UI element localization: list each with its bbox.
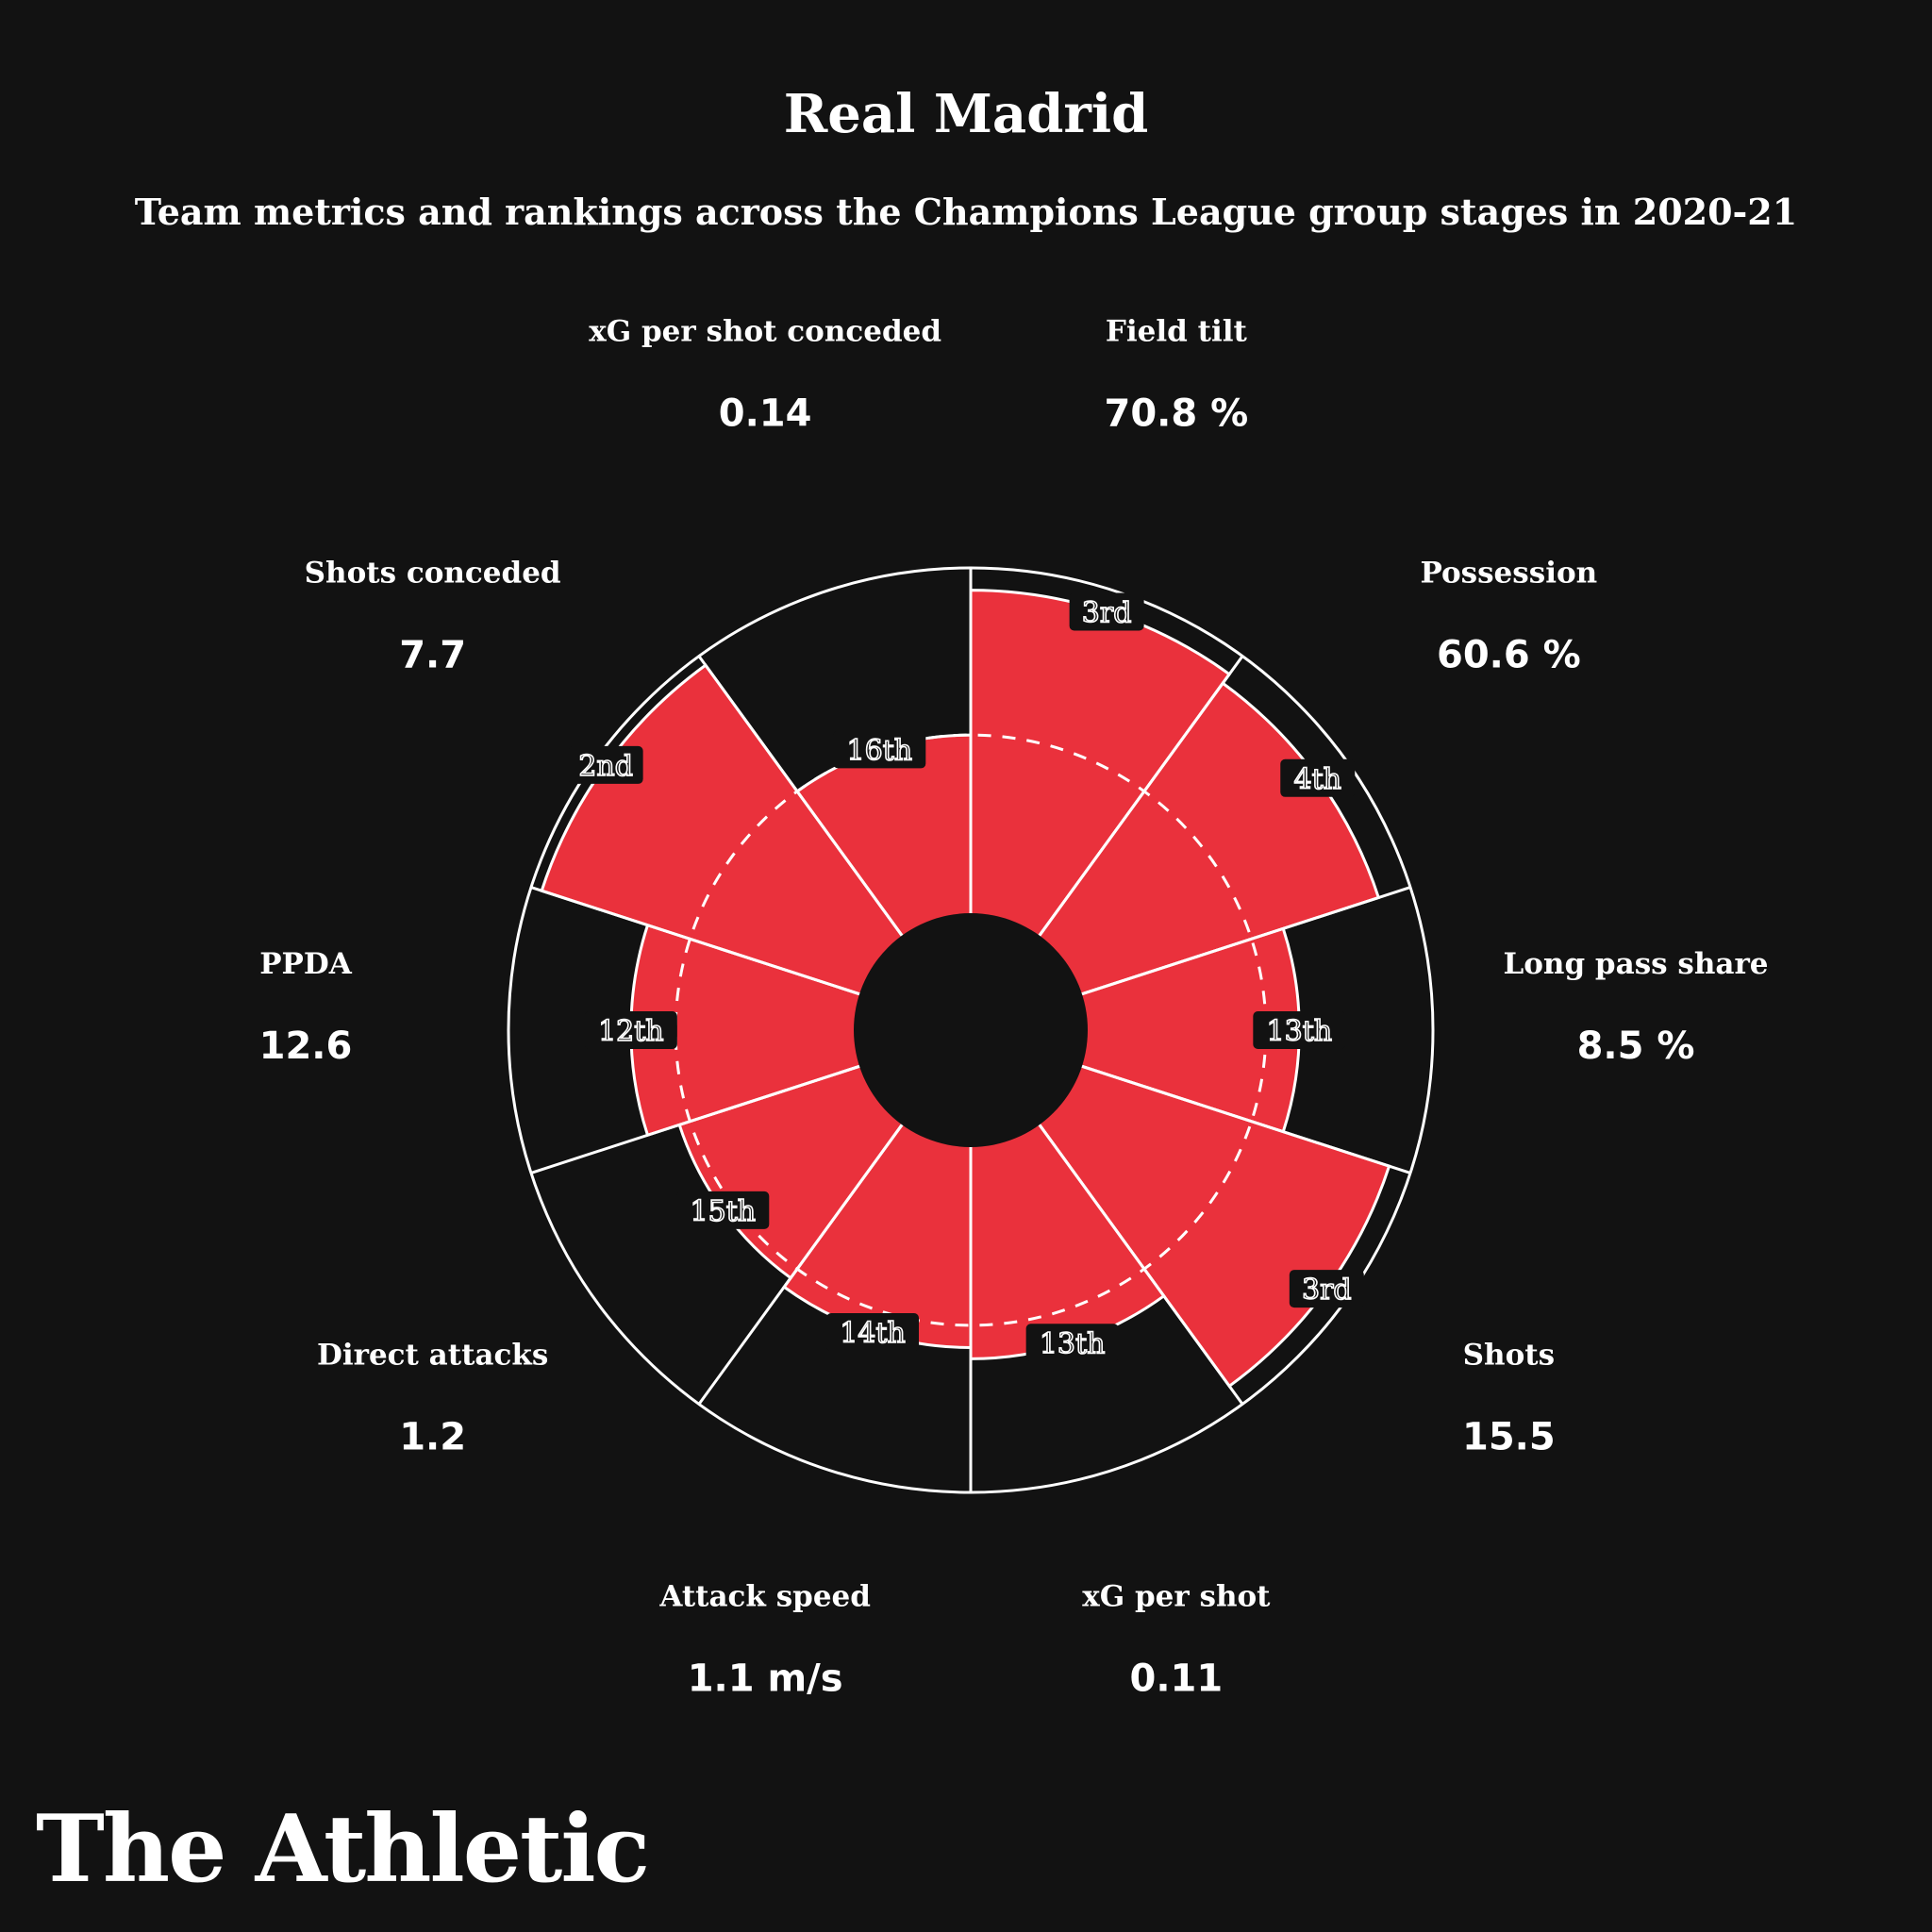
metric-label-group: Possession 60.6 % (1421, 557, 1598, 677)
metric-value: 8.5 % (1577, 1024, 1695, 1068)
metric-label-group: Attack speed 1.1 m/s (658, 1579, 871, 1700)
rank-badge: 13th (1253, 1011, 1346, 1049)
metric-label-group: xG per shot conceded 0.14 (589, 315, 941, 436)
metric-value: 0.11 (1130, 1657, 1224, 1700)
rank-badge: 3rd (1289, 1270, 1364, 1308)
metric-label-group: Field tilt 70.8 % (1105, 315, 1249, 436)
rank-badge-bg (1069, 592, 1144, 631)
metric-labels: Field tilt 70.8 % Possession 60.6 % Long pas… (259, 315, 1769, 1701)
chart-subtitle: Team metrics and rankings across the Cha… (134, 191, 1798, 233)
metric-value: 0.14 (719, 392, 812, 436)
metric-name: Direct attacks (317, 1338, 548, 1372)
rank-badge-bg (1025, 1324, 1119, 1362)
metric-name: Shots conceded (305, 557, 561, 591)
rank-badge-bg (584, 1011, 677, 1049)
metric-name: Possession (1421, 557, 1598, 591)
rank-badge: 2nd (568, 745, 643, 784)
chart-title: Real Madrid (783, 83, 1149, 145)
rank-badge-bg (1280, 758, 1356, 797)
sector-divider (530, 1064, 860, 1174)
metric-name: Field tilt (1106, 315, 1248, 349)
metric-label-group: PPDA 12.6 (259, 947, 353, 1068)
rank-label: 13th (1267, 1015, 1333, 1048)
rank-badges: 3rd 4th 13th 3rd 13th 14th 15th 12th 2nd 16th (568, 592, 1364, 1362)
metric-name: Attack speed (658, 1579, 871, 1613)
metric-value: 1.2 (399, 1415, 466, 1458)
rank-label: 16th (847, 734, 913, 767)
rank-badge: 16th (833, 730, 926, 769)
rank-badge-bg (1253, 1011, 1346, 1049)
rank-badge-bg (568, 745, 643, 784)
rank-badge: 4th (1280, 758, 1356, 797)
rank-label: 13th (1040, 1327, 1106, 1360)
rank-badge: 13th (1025, 1324, 1119, 1362)
rank-label: 3rd (1082, 596, 1132, 629)
sector-divider (1081, 1064, 1411, 1174)
rank-label: 4th (1294, 763, 1341, 796)
metric-label-group: xG per shot 0.11 (1082, 1579, 1271, 1700)
bar-wedges (540, 589, 1391, 1389)
metric-name: xG per shot conceded (589, 315, 941, 349)
metric-label-group: Shots 15.5 (1462, 1338, 1556, 1458)
sector-divider (530, 886, 860, 996)
sector-divider (697, 1124, 904, 1406)
rank-badge: 12th (584, 1011, 677, 1049)
rank-label: 14th (840, 1317, 906, 1350)
rank-label: 3rd (1302, 1274, 1352, 1307)
rank-badge-bg (826, 1313, 920, 1352)
chart-center-hub (854, 913, 1088, 1147)
sector-divider (1038, 1124, 1244, 1406)
metric-name: Shots (1463, 1338, 1555, 1372)
metric-value: 12.6 (259, 1024, 353, 1068)
metric-value: 1.1 m/s (688, 1657, 843, 1700)
rank-badge: 14th (826, 1313, 920, 1352)
metric-label-group: Shots conceded 7.7 (305, 557, 561, 677)
rank-label: 12th (598, 1015, 664, 1048)
metric-value: 70.8 % (1105, 392, 1249, 436)
rank-label: 2nd (578, 750, 633, 783)
rank-badge: 15th (676, 1191, 770, 1229)
metric-name: PPDA (259, 947, 353, 981)
metric-value: 60.6 % (1437, 634, 1581, 677)
metric-name: Long pass share (1503, 947, 1768, 981)
metric-value: 7.7 (399, 634, 466, 677)
rank-badge: 3rd (1069, 592, 1144, 631)
rank-badge-bg (833, 730, 926, 769)
rank-badge-bg (1289, 1270, 1364, 1308)
the-athletic-logo: The Athletic (36, 1795, 650, 1904)
metric-label-group: Long pass share 8.5 % (1503, 947, 1768, 1068)
rank-label: 15th (691, 1195, 757, 1228)
sector-divider (1038, 655, 1244, 937)
rank-badge-bg (676, 1191, 770, 1229)
metric-name: xG per shot (1082, 1579, 1271, 1613)
metric-value: 15.5 (1462, 1415, 1556, 1458)
sector-divider (697, 655, 904, 937)
sector-divider (1081, 886, 1411, 996)
metric-label-group: Direct attacks 1.2 (317, 1338, 548, 1458)
